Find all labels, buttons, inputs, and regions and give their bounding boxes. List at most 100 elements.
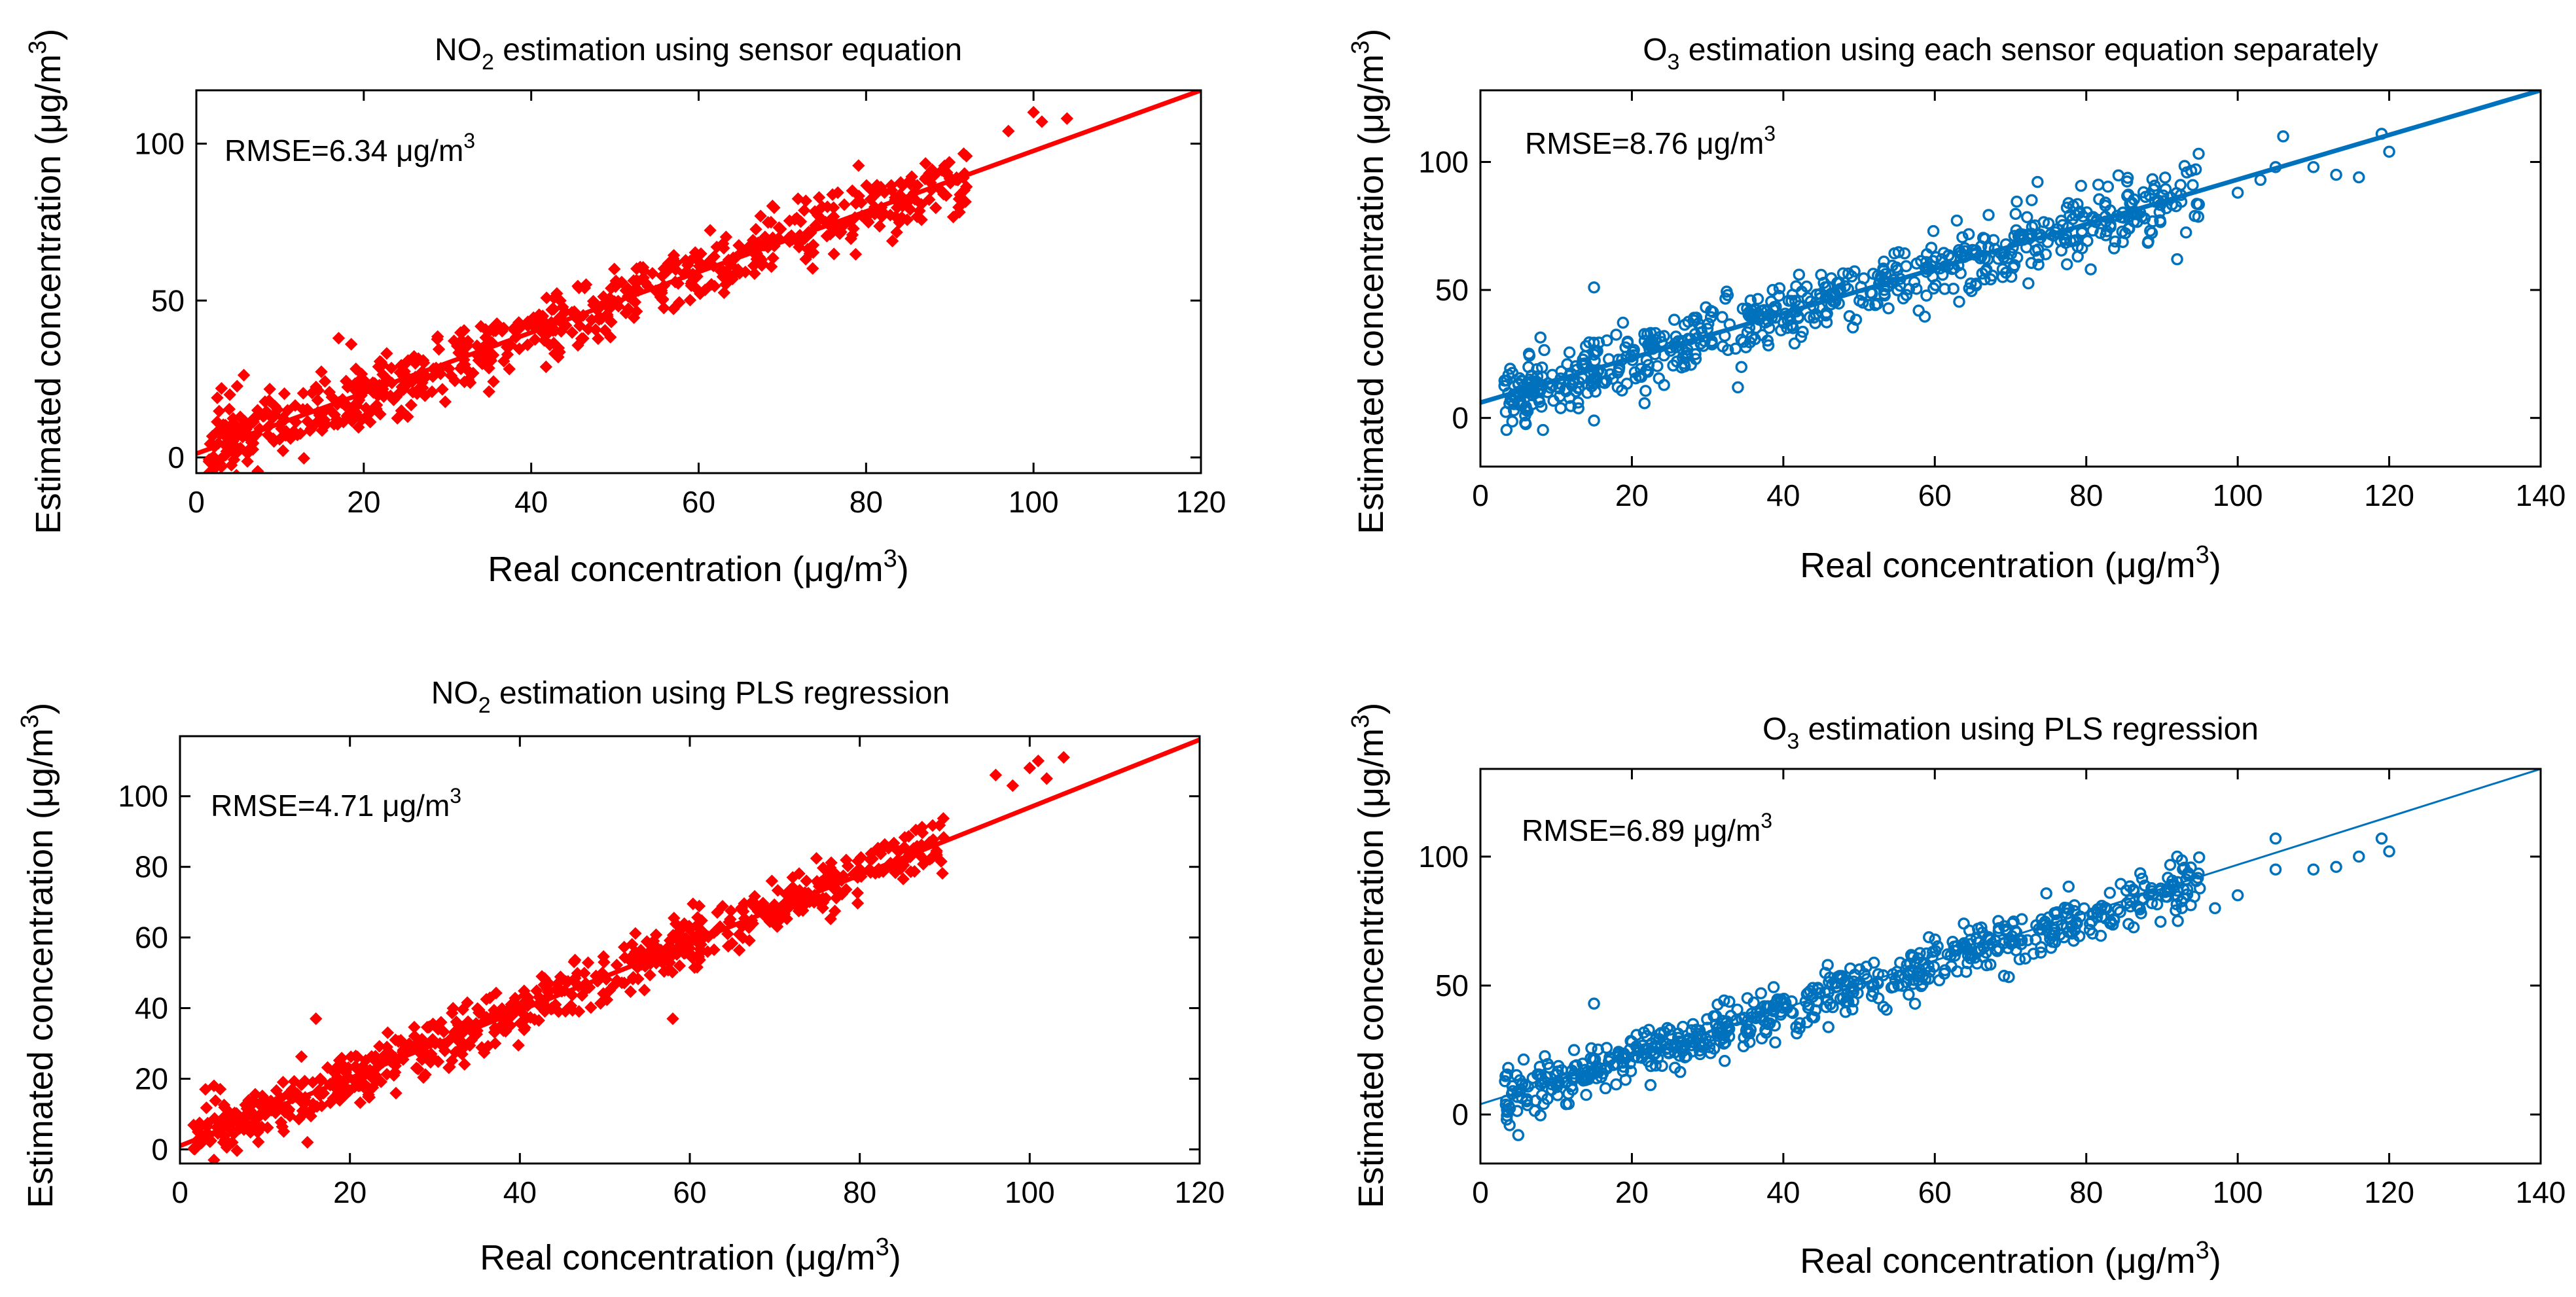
data-point — [1723, 995, 1736, 1008]
data-point — [512, 316, 526, 329]
data-point — [457, 324, 471, 337]
data-point — [2030, 933, 2042, 946]
data-point — [2060, 258, 2073, 271]
data-point — [218, 1129, 231, 1143]
data-point — [597, 950, 610, 963]
data-point — [904, 865, 918, 878]
data-point — [854, 851, 868, 864]
data-point — [2383, 145, 2395, 158]
data-point — [1877, 1001, 1890, 1013]
data-point — [873, 219, 886, 233]
data-point — [528, 1013, 541, 1026]
data-point — [1758, 1000, 1770, 1012]
data-point — [293, 1112, 306, 1126]
y-tick-label: 20 — [135, 1061, 168, 1095]
plot-area-border — [1479, 89, 2542, 468]
panel-no2-sensor: NO2 estimation using sensor equation RMSE… — [24, 29, 1226, 589]
data-point — [1730, 1014, 1743, 1027]
y-tick-label: 0 — [1452, 401, 1469, 435]
data-point — [852, 159, 865, 172]
data-point — [353, 1096, 367, 1109]
data-point — [1763, 321, 1776, 334]
data-point — [2127, 883, 2139, 896]
data-point — [1768, 1019, 1781, 1032]
data-point — [1512, 1129, 1525, 1141]
data-point — [1774, 1006, 1787, 1018]
data-point — [1711, 998, 1724, 1011]
data-point — [1585, 1042, 1598, 1055]
data-point — [685, 277, 698, 290]
data-point — [754, 209, 767, 222]
data-point — [201, 1116, 215, 1130]
data-point — [1554, 390, 1566, 402]
data-point — [2192, 198, 2206, 211]
data-point — [929, 201, 942, 215]
data-point — [1823, 971, 1836, 984]
data-point — [407, 349, 421, 363]
data-point — [2016, 913, 2028, 925]
fit-line — [1480, 769, 2541, 1105]
data-point — [2178, 160, 2191, 172]
data-point — [1639, 385, 1652, 397]
data-point — [838, 198, 851, 211]
data-point — [380, 347, 393, 360]
rmse-annotation: RMSE=4.71 μg/m3 — [211, 784, 461, 823]
data-point — [1583, 336, 1596, 349]
data-point — [2330, 168, 2342, 181]
data-point — [1672, 1027, 1685, 1040]
data-point — [1613, 364, 1625, 376]
data-point — [296, 387, 310, 400]
data-point — [1871, 297, 1884, 310]
data-point — [282, 1103, 296, 1116]
x-tick-label: 60 — [1918, 478, 1952, 512]
data-point — [627, 948, 640, 961]
data-point — [425, 1047, 438, 1061]
data-point — [230, 380, 244, 393]
data-point — [2127, 921, 2140, 934]
data-point — [1996, 271, 2009, 283]
data-point — [683, 293, 697, 307]
data-point — [1550, 1080, 1564, 1093]
data-point — [793, 867, 806, 880]
data-point — [1744, 336, 1757, 349]
data-point — [1795, 285, 1808, 298]
data-point — [938, 159, 951, 173]
data-point — [694, 247, 707, 260]
data-point — [1979, 265, 1992, 277]
data-point — [1918, 310, 1931, 323]
data-point — [2039, 248, 2052, 260]
data-point — [536, 310, 549, 323]
data-point — [691, 911, 704, 924]
x-tick-label: 80 — [2069, 1175, 2103, 1209]
data-point — [2269, 863, 2282, 876]
data-point — [1588, 1053, 1601, 1066]
fit-line — [1480, 90, 2541, 405]
data-point — [577, 332, 590, 345]
data-point — [495, 325, 509, 338]
data-point — [2158, 171, 2172, 184]
data-point — [1741, 992, 1754, 1004]
data-point — [2043, 911, 2055, 924]
data-point — [503, 363, 516, 376]
data-point — [827, 247, 840, 260]
data-point — [783, 883, 797, 897]
data-point — [512, 1039, 525, 1052]
data-point — [1685, 1024, 1698, 1037]
data-point — [1997, 251, 2010, 264]
x-tick-label: 100 — [2213, 1175, 2263, 1209]
data-point — [2094, 929, 2107, 942]
data-point — [1588, 997, 1600, 1010]
panel-title: NO2 estimation using PLS regression — [431, 676, 950, 718]
data-point — [1821, 959, 1834, 971]
data-point — [271, 403, 284, 416]
data-point — [1599, 1082, 1612, 1095]
data-point — [1556, 1064, 1568, 1076]
data-point — [1500, 423, 1513, 436]
data-point — [890, 226, 903, 239]
data-point — [1820, 1001, 1833, 1014]
data-point — [1936, 268, 1949, 281]
data-point — [2013, 934, 2026, 947]
data-point — [2035, 913, 2048, 926]
data-point — [748, 889, 761, 903]
data-point — [1665, 1029, 1677, 1042]
